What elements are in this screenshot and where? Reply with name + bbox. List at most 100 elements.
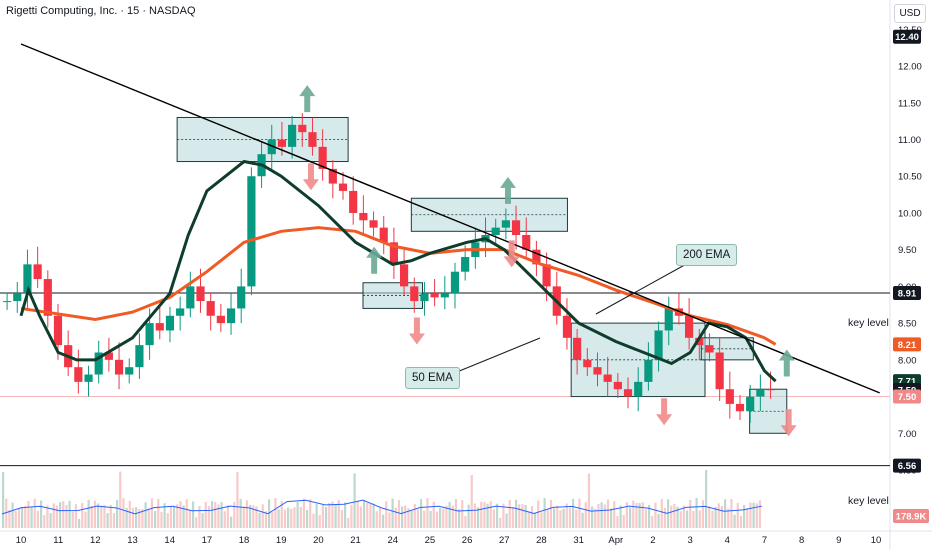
y-tick-label: 8.50 — [898, 319, 917, 330]
volume-bar — [420, 499, 423, 528]
currency-button[interactable]: USD — [894, 4, 926, 23]
x-tick-label: 11 — [53, 535, 63, 546]
volume-bar — [245, 500, 249, 528]
volume-bar — [641, 502, 644, 528]
candle-body — [216, 315, 225, 324]
candle-body — [74, 367, 83, 382]
candle-body — [685, 315, 694, 338]
volume-bar — [195, 517, 198, 528]
volume-bar — [660, 499, 663, 528]
volume-bar — [122, 498, 125, 528]
key-level-label-upper: key level — [848, 317, 889, 329]
volume-bar — [749, 502, 752, 528]
volume-bar — [537, 500, 540, 528]
candle-body — [349, 190, 358, 213]
volume-bar — [644, 509, 648, 528]
volume-bar — [682, 505, 686, 528]
volume-bar — [530, 506, 534, 528]
volume-bar — [252, 505, 255, 528]
volume-bar — [223, 511, 226, 528]
volume-bar — [388, 512, 391, 528]
candle-body — [43, 279, 52, 316]
volume-bar — [489, 501, 492, 528]
volume-label: 178.9K — [896, 512, 927, 523]
volume-bar — [2, 472, 5, 528]
volume-bar — [160, 511, 163, 528]
volume-bar — [315, 503, 318, 528]
volume-bar — [359, 506, 363, 528]
ema50-annotation[interactable]: 50 EMA — [405, 367, 460, 389]
ema200-annotation[interactable]: 200 EMA — [676, 244, 738, 266]
chart-title: Rigetti Computing, Inc. · 15 · NASDAQ — [6, 5, 196, 17]
volume-bar — [410, 510, 413, 528]
volume-bar — [55, 505, 59, 528]
volume-bar — [727, 508, 730, 528]
volume-bar — [575, 509, 578, 528]
volume-bar — [635, 502, 638, 528]
volume-label-bg — [893, 509, 929, 523]
candle-body — [226, 308, 236, 324]
x-tick-label: 27 — [499, 535, 510, 546]
volume-bar — [648, 505, 651, 528]
volume-bar — [518, 504, 521, 528]
price-label-bg — [893, 286, 921, 301]
volume-bar — [708, 506, 711, 528]
volume-bar — [638, 503, 641, 528]
candle-body — [623, 389, 633, 397]
volume-bar — [451, 505, 454, 528]
volume-bar — [249, 504, 252, 528]
arrow-up-icon — [299, 85, 316, 113]
volume-bar — [14, 511, 17, 528]
candle-body — [186, 286, 195, 309]
candle-body — [288, 124, 297, 147]
volume-bar — [144, 502, 147, 528]
candle-body — [135, 345, 144, 368]
volume-bar — [651, 516, 654, 528]
x-tick-label: 20 — [313, 535, 324, 546]
volume-bar — [527, 511, 530, 528]
volume-bar — [344, 502, 347, 528]
volume-bar — [233, 501, 236, 528]
volume-bar — [5, 498, 8, 528]
candle-body — [298, 124, 307, 133]
ema200-connector — [595, 261, 691, 315]
candle-body — [267, 139, 276, 155]
volume-bar — [686, 510, 689, 528]
y-tick-label: 9.50 — [898, 245, 917, 256]
volume-bar — [587, 473, 591, 528]
x-tick-label: 28 — [536, 535, 547, 546]
y-tick-label: 7.00 — [898, 429, 917, 440]
volume-bar — [312, 513, 315, 528]
volume-bar — [423, 510, 426, 528]
volume-bar — [163, 503, 166, 528]
volume-bar — [730, 499, 733, 528]
volume-bar — [334, 504, 337, 528]
volume-bar — [328, 502, 331, 528]
volume-bar — [166, 513, 169, 528]
volume-bar — [112, 513, 116, 528]
candle-body — [695, 337, 704, 346]
volume-bar — [543, 498, 546, 528]
candle-body — [664, 308, 673, 331]
ema50-connector — [451, 337, 541, 375]
volume-bar — [309, 499, 312, 528]
candle-body — [450, 271, 460, 294]
candle-body — [13, 293, 22, 302]
volume-bar — [8, 510, 11, 528]
volume-bar — [93, 500, 97, 528]
ema50-line — [19, 159, 777, 383]
volume-bar — [192, 501, 195, 528]
volume-bar — [695, 498, 698, 528]
volume-bar — [125, 507, 128, 528]
volume-bar — [17, 508, 21, 528]
volume-bar — [331, 501, 334, 528]
candle-body — [23, 264, 32, 294]
volume-bar — [597, 503, 600, 528]
candle-body — [277, 139, 287, 147]
volume-bar — [622, 515, 625, 528]
volume-bar — [407, 508, 410, 528]
volume-bar — [325, 506, 328, 528]
volume-bar — [290, 508, 293, 528]
volume-bar — [473, 503, 477, 528]
